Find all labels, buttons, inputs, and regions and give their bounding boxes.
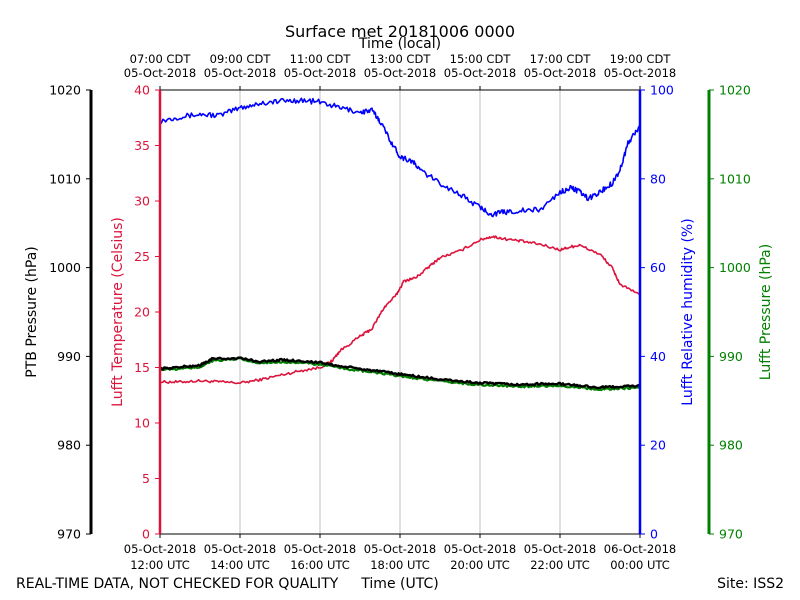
temperature-tick-label-6: 30 [134, 194, 150, 209]
x-tick-label-local-time-2: 11:00 CDT [290, 52, 352, 66]
grid-layer [239, 90, 561, 534]
x-tick-label-utc-time-0: 12:00 UTC [130, 558, 190, 572]
series-line-temperature [159, 235, 641, 385]
lufft_pressure-tick-label-2: 990 [719, 349, 743, 364]
x-tick-label-local-date-2: 05-Oct-2018 [284, 66, 356, 80]
ptb_pressure-tick-label-1: 980 [57, 438, 81, 453]
ptb_pressure-tick-label-0: 970 [57, 527, 81, 542]
x-tick-label-utc-date-0: 05-Oct-2018 [124, 542, 196, 556]
x-tick-label-local-date-6: 05-Oct-2018 [604, 66, 676, 80]
x-tick-label-local-date-1: 05-Oct-2018 [204, 66, 276, 80]
x-tick-label-utc-date-6: 06-Oct-2018 [604, 542, 676, 556]
ptb_pressure-tick-label-5: 1020 [49, 83, 81, 98]
humidity-tick-label-4: 80 [650, 171, 666, 186]
temperature-tick-label-4: 20 [134, 305, 150, 320]
text-layer: Surface met 20181006 0000 Time (local) T… [16, 22, 784, 592]
temperature-tick-label-8: 40 [134, 83, 150, 98]
humidity-axis-label: Lufft Relative humidity (%) [680, 218, 696, 405]
x-tick-label-utc-date-1: 05-Oct-2018 [204, 542, 276, 556]
lufft_pressure-tick-label-1: 980 [719, 438, 743, 453]
temperature-axis-label: Lufft Temperature (Celsius) [110, 217, 126, 407]
temperature-tick-label-5: 25 [134, 249, 150, 264]
lufft_pressure-tick-label-3: 1000 [719, 260, 751, 275]
ptb_pressure-axis-label: PTB Pressure (hPa) [24, 246, 40, 377]
lufft_pressure-axis-label: Lufft Pressure (hPa) [758, 244, 774, 380]
x-tick-label-utc-time-1: 14:00 UTC [210, 558, 270, 572]
lufft_pressure-tick-label-0: 970 [719, 527, 743, 542]
axes-layer [86, 86, 714, 538]
x-tick-label-utc-time-2: 16:00 UTC [290, 558, 350, 572]
x-tick-label-utc-time-3: 18:00 UTC [370, 558, 430, 572]
humidity-tick-label-5: 100 [650, 83, 674, 98]
lufft_pressure-tick-label-4: 1010 [719, 171, 751, 186]
x-tick-label-utc-time-6: 00:00 UTC [610, 558, 670, 572]
x-tick-label-local-date-0: 05-Oct-2018 [124, 66, 196, 80]
footer-left-text: REAL-TIME DATA, NOT CHECKED FOR QUALITY [16, 576, 339, 592]
ptb_pressure-tick-label-3: 1000 [49, 260, 81, 275]
ptb_pressure-tick-label-4: 1010 [49, 171, 81, 186]
x-tick-label-local-time-4: 15:00 CDT [450, 52, 512, 66]
x-tick-label-local-time-1: 09:00 CDT [210, 52, 272, 66]
x-tick-label-local-time-0: 07:00 CDT [130, 52, 192, 66]
x-tick-label-utc-date-3: 05-Oct-2018 [364, 542, 436, 556]
chart-title: Surface met 20181006 0000 [285, 22, 515, 41]
series-layer [159, 97, 641, 392]
x-tick-label-utc-date-5: 05-Oct-2018 [524, 542, 596, 556]
x-tick-label-utc-time-5: 22:00 UTC [530, 558, 590, 572]
humidity-tick-label-0: 0 [650, 527, 658, 542]
x-tick-label-utc-time-4: 20:00 UTC [450, 558, 510, 572]
x-tick-label-local-date-3: 05-Oct-2018 [364, 66, 436, 80]
temperature-tick-label-7: 35 [134, 138, 150, 153]
x-tick-label-local-date-5: 05-Oct-2018 [524, 66, 596, 80]
series-line-humidity [159, 97, 641, 218]
x-tick-label-local-time-3: 13:00 CDT [370, 52, 432, 66]
temperature-tick-label-1: 5 [142, 471, 150, 486]
humidity-tick-label-2: 40 [650, 349, 666, 364]
ptb_pressure-tick-label-2: 990 [57, 349, 81, 364]
x-tick-label-utc-date-4: 05-Oct-2018 [444, 542, 516, 556]
top-axis-label: Time (local) [358, 36, 441, 52]
x-tick-label-utc-date-2: 05-Oct-2018 [284, 542, 356, 556]
x-axis-label: Time (UTC) [360, 576, 438, 592]
series-line-ptb_pressure [159, 356, 641, 390]
humidity-tick-label-3: 60 [650, 260, 666, 275]
temperature-tick-label-3: 15 [134, 360, 150, 375]
x-tick-label-local-time-6: 19:00 CDT [610, 52, 672, 66]
x-tick-label-local-date-4: 05-Oct-2018 [444, 66, 516, 80]
humidity-tick-label-1: 20 [650, 438, 666, 453]
lufft_pressure-tick-label-5: 1020 [719, 83, 751, 98]
x-tick-label-local-time-5: 17:00 CDT [530, 52, 592, 66]
temperature-tick-label-2: 10 [134, 416, 150, 431]
footer-right-text: Site: ISS2 [717, 576, 784, 592]
temperature-tick-label-0: 0 [142, 527, 150, 542]
